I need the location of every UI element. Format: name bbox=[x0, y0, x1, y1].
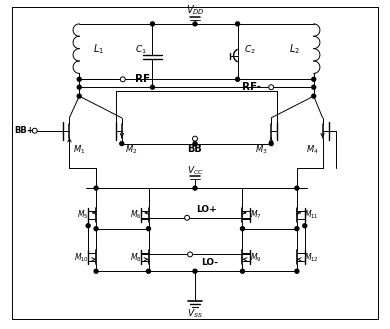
Circle shape bbox=[295, 227, 299, 231]
Text: $M_4$: $M_4$ bbox=[307, 143, 319, 156]
Circle shape bbox=[86, 224, 90, 228]
Circle shape bbox=[120, 141, 124, 145]
Text: $L_1$: $L_1$ bbox=[93, 42, 104, 56]
Text: LO+: LO+ bbox=[197, 205, 217, 215]
Circle shape bbox=[269, 141, 273, 145]
Text: $C_2$: $C_2$ bbox=[244, 43, 255, 56]
Text: $M_1$: $M_1$ bbox=[73, 143, 85, 156]
Circle shape bbox=[193, 186, 197, 190]
Circle shape bbox=[241, 269, 245, 273]
Circle shape bbox=[94, 227, 98, 231]
Text: $V_{CC}$: $V_{CC}$ bbox=[186, 164, 204, 177]
Circle shape bbox=[77, 77, 81, 81]
Circle shape bbox=[147, 269, 151, 273]
Circle shape bbox=[147, 227, 151, 231]
Text: LO-: LO- bbox=[201, 258, 218, 267]
Text: $M_8$: $M_8$ bbox=[130, 251, 142, 264]
Text: $M_5$: $M_5$ bbox=[78, 209, 89, 221]
Text: RF-: RF- bbox=[242, 82, 261, 92]
Circle shape bbox=[295, 269, 299, 273]
Text: $V_{SS}$: $V_{SS}$ bbox=[187, 308, 203, 320]
Circle shape bbox=[269, 85, 274, 90]
Circle shape bbox=[151, 85, 154, 89]
Text: $M_6$: $M_6$ bbox=[130, 209, 142, 221]
Circle shape bbox=[32, 128, 37, 133]
Text: $M_{12}$: $M_{12}$ bbox=[304, 251, 319, 264]
Circle shape bbox=[312, 85, 316, 89]
Circle shape bbox=[236, 77, 239, 81]
Circle shape bbox=[77, 94, 81, 98]
Circle shape bbox=[303, 224, 307, 228]
Circle shape bbox=[193, 136, 197, 141]
Circle shape bbox=[94, 269, 98, 273]
Text: $C_1$: $C_1$ bbox=[135, 43, 147, 56]
Text: $M_{11}$: $M_{11}$ bbox=[304, 209, 319, 221]
Circle shape bbox=[77, 85, 81, 89]
Text: $M_7$: $M_7$ bbox=[250, 209, 261, 221]
Text: $L_2$: $L_2$ bbox=[289, 42, 300, 56]
Circle shape bbox=[193, 269, 197, 273]
Circle shape bbox=[188, 252, 193, 257]
Circle shape bbox=[151, 22, 154, 26]
Circle shape bbox=[184, 215, 190, 220]
Circle shape bbox=[236, 22, 239, 26]
Circle shape bbox=[193, 141, 197, 145]
Text: $M_3$: $M_3$ bbox=[255, 143, 268, 156]
Text: $V_{DD}$: $V_{DD}$ bbox=[186, 3, 204, 17]
Circle shape bbox=[120, 77, 125, 82]
Text: $M_{10}$: $M_{10}$ bbox=[74, 251, 89, 264]
Text: BB+: BB+ bbox=[14, 126, 34, 135]
Circle shape bbox=[312, 77, 316, 81]
Circle shape bbox=[295, 186, 299, 190]
Text: $M_9$: $M_9$ bbox=[250, 251, 261, 264]
Text: RF: RF bbox=[135, 74, 150, 84]
Circle shape bbox=[312, 94, 316, 98]
Text: $M_2$: $M_2$ bbox=[126, 143, 138, 156]
Circle shape bbox=[193, 22, 197, 26]
Text: BB: BB bbox=[188, 143, 202, 154]
Circle shape bbox=[241, 227, 245, 231]
Circle shape bbox=[94, 186, 98, 190]
